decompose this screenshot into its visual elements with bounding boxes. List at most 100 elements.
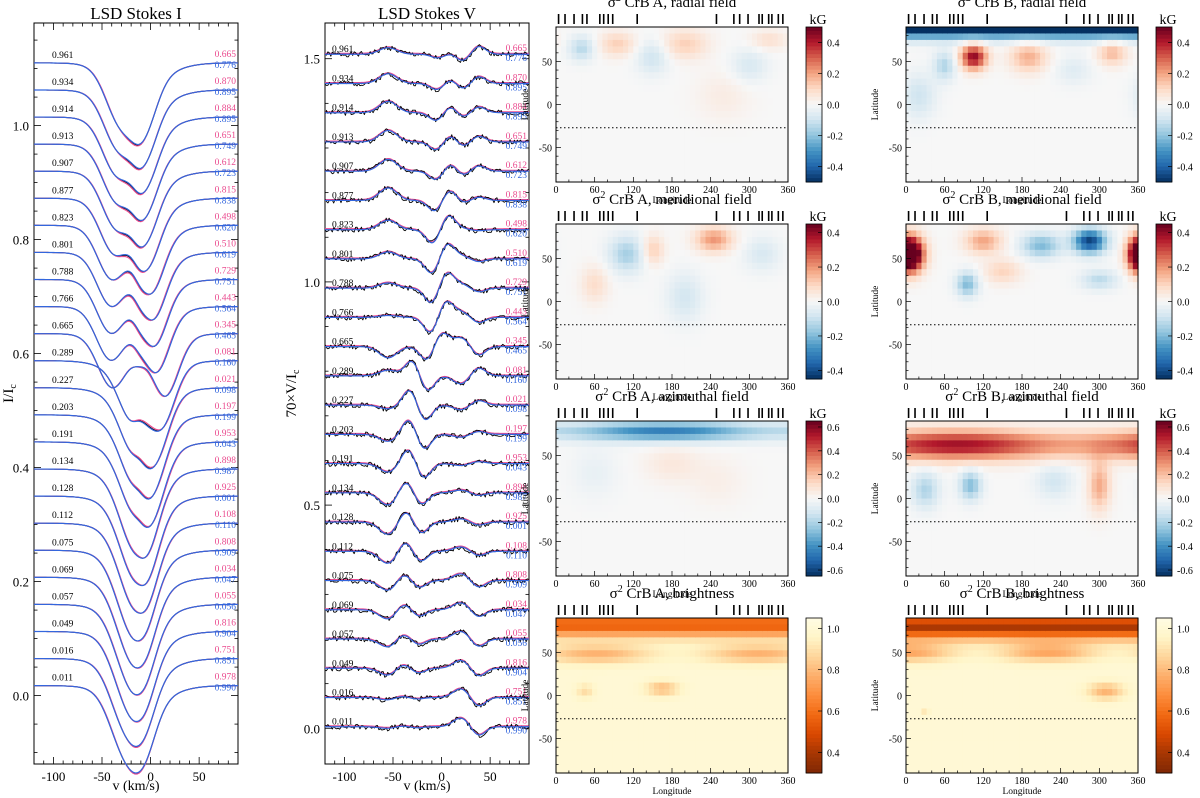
map-cell bbox=[911, 230, 917, 238]
map-cell bbox=[1055, 156, 1062, 164]
map-cell bbox=[936, 243, 943, 251]
map-cell bbox=[921, 117, 928, 125]
map-cell bbox=[1014, 256, 1021, 264]
map-cell bbox=[720, 243, 727, 251]
map-cell bbox=[1070, 110, 1077, 119]
map-cell bbox=[720, 301, 727, 309]
map-cell bbox=[921, 249, 928, 257]
map-cell bbox=[998, 243, 1005, 251]
map-cell bbox=[617, 39, 624, 47]
map-cell bbox=[906, 65, 912, 73]
map-b_meridional: 0 60 120 180 240 300 360-50050LongitudeLatitud… bbox=[871, 190, 1193, 403]
map-cell bbox=[736, 98, 743, 106]
map-cell bbox=[695, 91, 701, 99]
map-cell bbox=[988, 72, 995, 80]
map-cell bbox=[695, 169, 701, 177]
map-cell bbox=[993, 256, 1000, 264]
map-cell bbox=[664, 162, 671, 170]
map-cell bbox=[1014, 320, 1021, 328]
map-cell bbox=[1081, 110, 1088, 119]
map-cell bbox=[1117, 85, 1124, 93]
map-cell bbox=[700, 39, 707, 47]
map-cell bbox=[978, 130, 984, 138]
map-cell bbox=[571, 91, 578, 99]
map-cell bbox=[741, 301, 748, 309]
map-cell bbox=[983, 353, 990, 361]
map-cell bbox=[705, 346, 712, 354]
map-cell bbox=[684, 372, 691, 380]
map-cell bbox=[962, 320, 969, 328]
map-cell bbox=[1019, 149, 1026, 157]
map-cell bbox=[942, 72, 948, 80]
map-cell bbox=[957, 117, 964, 125]
map-cell bbox=[983, 149, 990, 157]
stokes-i-phase-label: 0.134 bbox=[52, 457, 74, 467]
map-cell bbox=[777, 224, 784, 232]
map-cell bbox=[757, 230, 763, 238]
map-cell bbox=[638, 307, 645, 316]
map-cell bbox=[705, 65, 712, 73]
stokes-v-phase-label: 0.069 bbox=[332, 601, 354, 611]
colorbar-cell bbox=[806, 266, 822, 272]
map-cell bbox=[1132, 169, 1139, 177]
map-cell bbox=[648, 27, 655, 35]
map-cell bbox=[1019, 39, 1026, 47]
map-cell bbox=[1003, 110, 1010, 119]
map-cell bbox=[921, 149, 928, 157]
map-cell bbox=[592, 288, 598, 296]
map-cell bbox=[1009, 52, 1015, 60]
map-cell bbox=[679, 149, 686, 157]
map-cell bbox=[581, 39, 588, 47]
map-cell bbox=[942, 307, 948, 316]
map-cell bbox=[690, 236, 696, 244]
map-cell bbox=[1107, 130, 1113, 138]
map-cell bbox=[983, 39, 990, 47]
map-cell bbox=[767, 301, 774, 309]
map-cell bbox=[911, 39, 917, 47]
map-cell bbox=[962, 372, 969, 380]
map-cell bbox=[695, 243, 701, 251]
colorbar-cell bbox=[806, 108, 822, 113]
stokes-v-model-b-line bbox=[325, 45, 529, 61]
map-cell bbox=[1076, 104, 1082, 112]
map-cell bbox=[998, 314, 1005, 322]
map-cell bbox=[1055, 72, 1062, 80]
map-cell bbox=[628, 288, 634, 296]
map-xlabel: Longitude bbox=[652, 393, 691, 403]
map-cell bbox=[947, 275, 953, 283]
stokes-i-model-b-line bbox=[34, 278, 239, 347]
map-cell bbox=[592, 104, 598, 112]
map-cell bbox=[1065, 282, 1072, 290]
map-cell bbox=[762, 98, 768, 106]
map-cell bbox=[633, 327, 640, 335]
map-cell bbox=[998, 275, 1005, 283]
map-cell bbox=[962, 282, 969, 290]
map-cell bbox=[659, 230, 665, 238]
map-cell bbox=[736, 262, 743, 270]
map-cell bbox=[1003, 288, 1010, 296]
map-cell bbox=[664, 346, 671, 354]
map-cell bbox=[1045, 46, 1051, 54]
map-cell bbox=[648, 320, 655, 328]
map-cell bbox=[1019, 33, 1026, 41]
colorbar-cell bbox=[806, 42, 822, 47]
map-cell bbox=[993, 110, 1000, 119]
map-cell bbox=[1065, 136, 1072, 144]
map-cell bbox=[638, 169, 645, 177]
map-cell bbox=[556, 236, 562, 244]
map-cell bbox=[762, 288, 768, 296]
map-cell bbox=[586, 162, 593, 170]
map-cell bbox=[973, 110, 979, 119]
map-cell bbox=[1086, 366, 1093, 374]
map-cell bbox=[1091, 353, 1098, 361]
map-cell bbox=[1086, 243, 1093, 251]
map-cell bbox=[1101, 123, 1108, 131]
map-cell bbox=[936, 130, 943, 138]
map-cell bbox=[638, 340, 645, 348]
map-cell bbox=[1034, 230, 1041, 238]
stokes-i-model-b-line bbox=[33, 576, 239, 669]
colorbar-cell bbox=[806, 65, 822, 71]
map-cell bbox=[1112, 52, 1118, 60]
map-cell bbox=[762, 143, 768, 151]
map-cell bbox=[648, 46, 655, 54]
